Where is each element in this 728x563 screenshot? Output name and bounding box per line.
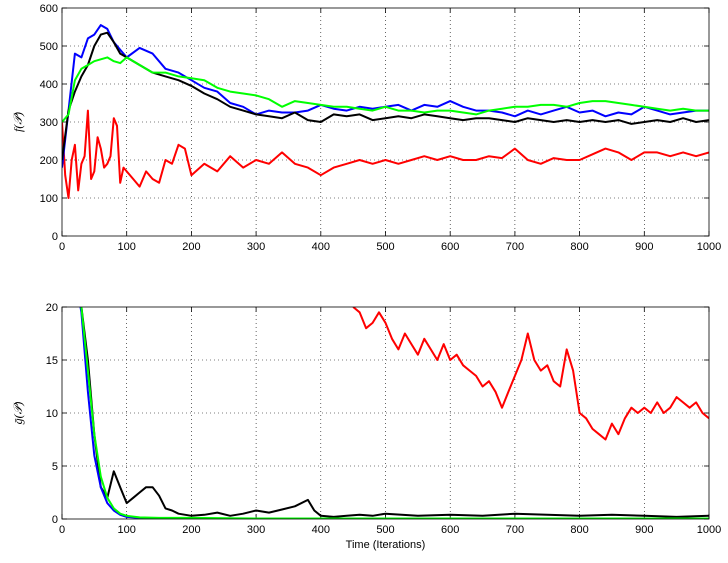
series-group: [79, 307, 709, 519]
x-tick-label: 500: [376, 241, 394, 253]
x-tick-label: 0: [59, 241, 65, 253]
x-tick-label: 1000: [697, 524, 721, 536]
y-tick-label: 10: [46, 408, 58, 420]
x-tick-label: 600: [441, 524, 459, 536]
series-line: [62, 31, 709, 161]
y-axis-label: ḡ(𝒫): [11, 402, 25, 425]
x-tick-label: 900: [635, 241, 653, 253]
x-tick-label: 700: [506, 524, 524, 536]
y-tick-label: 200: [40, 155, 58, 167]
x-tick-label: 200: [182, 524, 200, 536]
y-tick-label: 15: [46, 355, 58, 367]
y-tick-label: 600: [40, 3, 58, 15]
x-axis-label: Time (Iterations): [346, 539, 426, 551]
x-tick-label: 400: [312, 241, 330, 253]
x-tick-label: 1000: [697, 241, 721, 253]
series-group: [62, 24, 709, 199]
axes-frame: [61, 7, 710, 237]
x-tick-label: 300: [247, 524, 265, 536]
y-tick-label: 0: [52, 231, 58, 243]
series-line: [80, 307, 709, 519]
x-tick-label: 300: [247, 241, 265, 253]
series-line: [62, 109, 709, 199]
top-panel: 0 100 200 300 400 500 600 700 800 900 1000 0 100 200 3…: [11, 3, 721, 253]
y-tick-label: 500: [40, 41, 58, 53]
x-tick-label: 0: [59, 524, 65, 536]
y-tick-label: 5: [52, 461, 58, 473]
y-tick-label: 0: [52, 514, 58, 526]
x-tick-label: 100: [118, 241, 136, 253]
y-tick-label: 100: [40, 193, 58, 205]
x-tick-label: 800: [570, 524, 588, 536]
y-tick-label: 400: [40, 79, 58, 91]
x-tick-label: 700: [506, 241, 524, 253]
x-tick-label: 500: [376, 524, 394, 536]
axes-frame: [61, 306, 710, 520]
y-tick-label: 20: [46, 302, 58, 314]
x-tick-label: 100: [118, 524, 136, 536]
x-tick-label: 900: [635, 524, 653, 536]
x-tick-label: 800: [570, 241, 588, 253]
series-line: [80, 307, 709, 518]
x-tick-label: 400: [312, 524, 330, 536]
y-axis-label: f(𝒫): [11, 112, 25, 132]
series-line: [62, 56, 709, 123]
x-tick-label: 600: [441, 241, 459, 253]
series-line: [352, 307, 709, 441]
bottom-panel: 0 100 200 300 400 500 600 700 800 900 1000 0 5 10 15 20…: [11, 302, 721, 551]
x-tick-label: 200: [182, 241, 200, 253]
y-tick-label: 300: [40, 117, 58, 129]
